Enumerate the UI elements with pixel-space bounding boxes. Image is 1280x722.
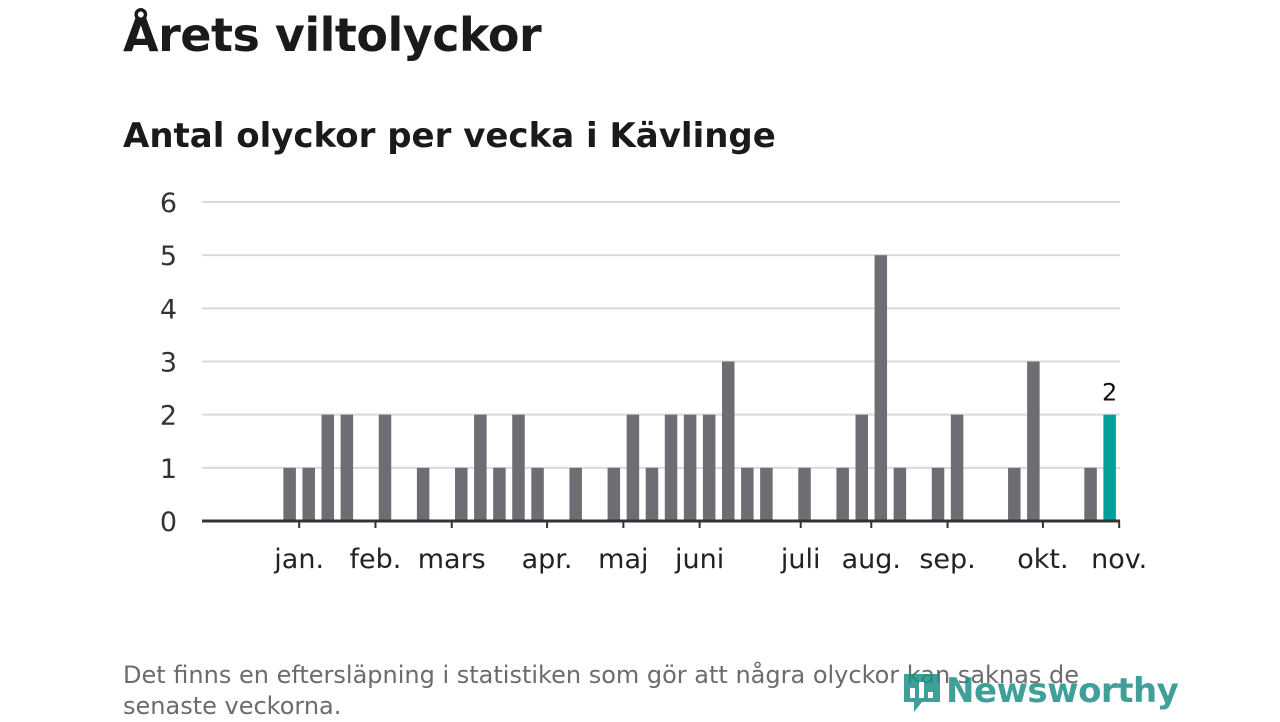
y-tick-label: 2 — [160, 401, 177, 432]
x-tick-label: juli — [780, 544, 821, 575]
y-tick-label: 0 — [160, 507, 177, 538]
bar — [722, 361, 735, 521]
newsworthy-logo: Newsworthy — [900, 668, 1179, 714]
bar — [531, 467, 544, 521]
bar-chart-badge-icon — [904, 674, 940, 712]
y-tick-label: 3 — [160, 348, 177, 379]
data-label: 2 — [1102, 379, 1117, 407]
bar — [1084, 467, 1097, 521]
bar — [569, 467, 582, 521]
y-tick-label: 4 — [160, 294, 177, 325]
logo-text: Newsworthy — [946, 671, 1179, 711]
bar — [302, 467, 315, 521]
bar — [1008, 467, 1021, 521]
bar — [855, 414, 868, 521]
bar — [931, 467, 945, 521]
x-tick-label: apr. — [522, 544, 573, 575]
x-tick-label: juni — [674, 544, 724, 575]
bar — [798, 467, 811, 521]
x-tick-label: okt. — [1017, 544, 1068, 575]
x-tick-label: aug. — [842, 544, 901, 575]
chart-subtitle: Antal olyckor per vecka i Kävlinge — [123, 116, 776, 156]
bar — [607, 467, 621, 521]
bar — [474, 414, 487, 521]
bar — [1027, 361, 1040, 521]
bar — [283, 467, 296, 521]
y-tick-label: 1 — [160, 454, 177, 485]
chart-title: Årets viltolyckor — [123, 8, 542, 62]
bar — [950, 414, 964, 521]
x-tick-label: jan. — [273, 544, 324, 575]
bar — [416, 467, 430, 521]
bar — [664, 414, 678, 521]
bar — [512, 414, 525, 521]
bar — [836, 467, 849, 521]
bar-chart: 0 1 2 3 4 5 6 2 jan. feb. mars apr. maj juni juli aug. s… — [160, 188, 1147, 575]
bar — [683, 414, 697, 521]
bar — [741, 467, 754, 521]
x-tick-label: maj — [598, 544, 648, 575]
bar — [893, 467, 907, 521]
bar — [760, 467, 773, 521]
y-tick-label: 5 — [160, 241, 177, 272]
bar — [493, 467, 506, 521]
x-tick-label: mars — [418, 544, 486, 575]
bar — [378, 414, 392, 521]
y-tick-label: 6 — [160, 188, 177, 219]
bar — [702, 414, 716, 521]
x-tick-label: feb. — [350, 544, 402, 575]
x-tick-label: nov. — [1091, 544, 1147, 575]
bar — [455, 467, 468, 521]
bar — [874, 255, 888, 521]
bar — [340, 414, 354, 521]
bar — [645, 467, 659, 521]
bar — [321, 414, 335, 521]
highlight-bar — [1103, 414, 1116, 521]
bar — [626, 414, 640, 521]
x-tick-label: sep. — [919, 544, 975, 575]
